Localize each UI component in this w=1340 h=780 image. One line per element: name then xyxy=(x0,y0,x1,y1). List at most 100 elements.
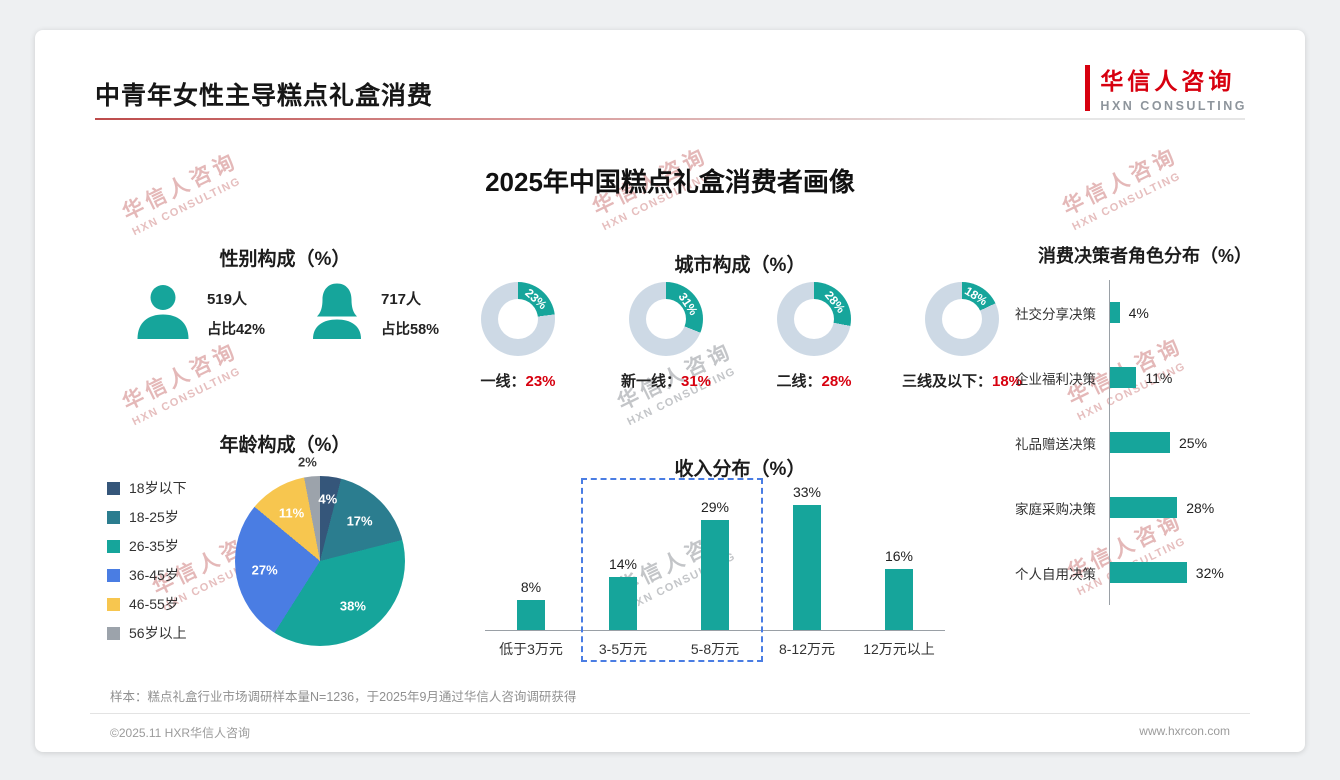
decision-bar-area: 32% xyxy=(1109,540,1303,605)
decision-bar-area: 25% xyxy=(1109,410,1303,475)
donut-caption-value: 18% xyxy=(991,373,1023,390)
company-logo: 华信人咨询 HXN CONSULTING xyxy=(1085,62,1247,113)
city-donut-charts: 23% 一线：23% 31% 新一线：31% 28% 二线：28% 18% 三线及以下：18% xyxy=(443,282,1037,391)
bar-category-label: 5-8万元 xyxy=(690,641,740,657)
title-underline xyxy=(95,118,1245,120)
income-bar xyxy=(609,576,637,630)
bar-category-label: 8-12万元 xyxy=(778,641,836,657)
age-legend-item: 26-35岁 xyxy=(107,536,187,556)
income-bar-column: 29% xyxy=(669,482,761,630)
age-section-title: 年龄构成（%） xyxy=(219,435,351,456)
legend-label: 56岁以上 xyxy=(129,625,187,641)
legend-color-swatch xyxy=(107,510,120,524)
bar-category-label: 12万元以上 xyxy=(863,641,935,657)
donut-ring: 23% xyxy=(481,282,555,356)
income-section-title: 收入分布（%） xyxy=(674,459,806,480)
legend-color-swatch xyxy=(107,626,120,640)
decision-bar-area: 4% xyxy=(1109,280,1303,345)
pie-slice-label: 27% xyxy=(251,562,278,578)
city-donut: 23% 一线：23% xyxy=(451,282,585,391)
gender-chart: 519人 占比42% 717人 占比58% xyxy=(85,278,485,348)
income-bar-chart: 8% 14% 29% 33% 16% 低于3万元 3-5万元 5-8万元 8-12万元 12万元… xyxy=(485,478,945,662)
male-icon xyxy=(131,278,195,348)
decision-bar-area: 11% xyxy=(1109,345,1303,410)
income-categories-row: 低于3万元 3-5万元 5-8万元 8-12万元 12万元以上 xyxy=(485,631,945,659)
age-legend-item: 36-45岁 xyxy=(107,565,187,585)
decision-row: 社交分享决策 4% xyxy=(1003,280,1303,345)
pie xyxy=(235,476,405,646)
legend-label: 26-35岁 xyxy=(129,538,179,554)
decision-category-label: 企业福利决策 xyxy=(1015,371,1096,387)
decision-bar-area: 28% xyxy=(1109,475,1303,540)
decision-bar xyxy=(1110,367,1137,388)
female-count: 717人 xyxy=(381,290,422,308)
bar-category-label: 低于3万元 xyxy=(499,641,563,657)
female-icon xyxy=(305,278,369,348)
decision-value-label: 32% xyxy=(1195,564,1224,581)
donut-caption: 新一线：31% xyxy=(621,370,711,391)
income-bar xyxy=(793,504,821,630)
decision-bar xyxy=(1110,302,1120,323)
decision-value-label: 11% xyxy=(1145,369,1173,386)
decision-category-label: 礼品赠送决策 xyxy=(1015,436,1096,452)
decision-row: 礼品赠送决策 25% xyxy=(1003,410,1303,475)
age-legend-item: 18-25岁 xyxy=(107,507,187,527)
decision-value-label: 4% xyxy=(1128,304,1149,321)
donut-hole xyxy=(942,299,982,339)
decision-hbar-chart: 社交分享决策 4% 企业福利决策 11% 礼品赠送决策 25% 家庭采购决策 28% 个人自用决… xyxy=(1003,280,1303,605)
donut-ring: 28% xyxy=(777,282,851,356)
decision-category-label: 个人自用决策 xyxy=(1015,566,1096,582)
income-bar xyxy=(701,519,729,630)
age-legend: 18岁以下 18-25岁 26-35岁 36-45岁 46-55岁 56岁以上 xyxy=(107,478,187,643)
pie-slice-label: 4% xyxy=(318,491,338,507)
donut-hole xyxy=(794,299,834,339)
legend-label: 18-25岁 xyxy=(129,509,179,525)
sample-footnote: 样本：糕点礼盒行业市场调研样本量N=1236，于2025年9月通过华信人咨询调研… xyxy=(110,690,577,704)
bar-value-label: 29% xyxy=(700,498,730,515)
legend-label: 46-55岁 xyxy=(129,596,179,612)
donut-hole xyxy=(646,299,686,339)
decision-row: 家庭采购决策 28% xyxy=(1003,475,1303,540)
pie-slice-label: 2% xyxy=(298,454,317,470)
decision-row: 企业福利决策 11% xyxy=(1003,345,1303,410)
city-donut: 28% 二线：28% xyxy=(747,282,881,391)
donut-caption-label: 一线： xyxy=(480,373,526,390)
income-bar xyxy=(885,569,913,630)
decision-category-label: 社交分享决策 xyxy=(1015,306,1096,322)
decision-row: 个人自用决策 32% xyxy=(1003,540,1303,605)
website-text: www.hxrcon.com xyxy=(1139,724,1230,738)
income-bar-column: 16% xyxy=(853,482,945,630)
male-stat: 519人 占比42% xyxy=(131,278,265,348)
chart-main-title: 2025年中国糕点礼盒消费者画像 xyxy=(485,167,855,197)
page-title: 中青年女性主导糕点礼盒消费 xyxy=(95,82,434,110)
donut-ring: 31% xyxy=(629,282,703,356)
logo-en: HXN CONSULTING xyxy=(1100,99,1247,113)
slide-card: 华信人咨询 HXN CONSULTING 华信人咨询 HXN CONSULTING 华信… xyxy=(35,30,1305,752)
logo-cn: 华信人咨询 xyxy=(1100,68,1236,94)
logo-bar xyxy=(1085,64,1091,111)
city-donut: 18% 三线及以下：18% xyxy=(895,282,1029,391)
income-bars-row: 8% 14% 29% 33% 16% xyxy=(485,482,945,631)
age-pie-chart: 4% 17% 38% 27% 11% 2% xyxy=(235,454,405,646)
legend-color-swatch xyxy=(107,539,120,553)
decision-value-label: 28% xyxy=(1186,499,1215,516)
gender-section-title: 性别构成（%） xyxy=(219,249,351,270)
pie-slice-label: 38% xyxy=(339,598,366,614)
income-bar-column: 33% xyxy=(761,482,853,630)
income-bar-column: 14% xyxy=(577,482,669,630)
city-section-title: 城市构成（%） xyxy=(674,255,806,276)
male-count: 519人 xyxy=(206,290,247,308)
donut-caption-value: 31% xyxy=(680,373,712,390)
male-text: 519人 占比42% xyxy=(207,288,265,339)
bar-value-label: 14% xyxy=(608,555,638,572)
logo-text: 华信人咨询 HXN CONSULTING xyxy=(1100,62,1247,113)
decision-value-label: 25% xyxy=(1179,434,1208,451)
donut-caption: 三线及以下：18% xyxy=(902,370,1022,391)
decision-bar xyxy=(1110,497,1178,518)
pie-slice-label: 17% xyxy=(346,513,373,529)
donut-caption-value: 23% xyxy=(525,373,556,390)
footer: ©2025.11 HXR华信人咨询 www.hxrcon.com xyxy=(110,724,1230,741)
legend-color-swatch xyxy=(107,481,120,495)
donut-caption-value: 28% xyxy=(821,373,852,390)
